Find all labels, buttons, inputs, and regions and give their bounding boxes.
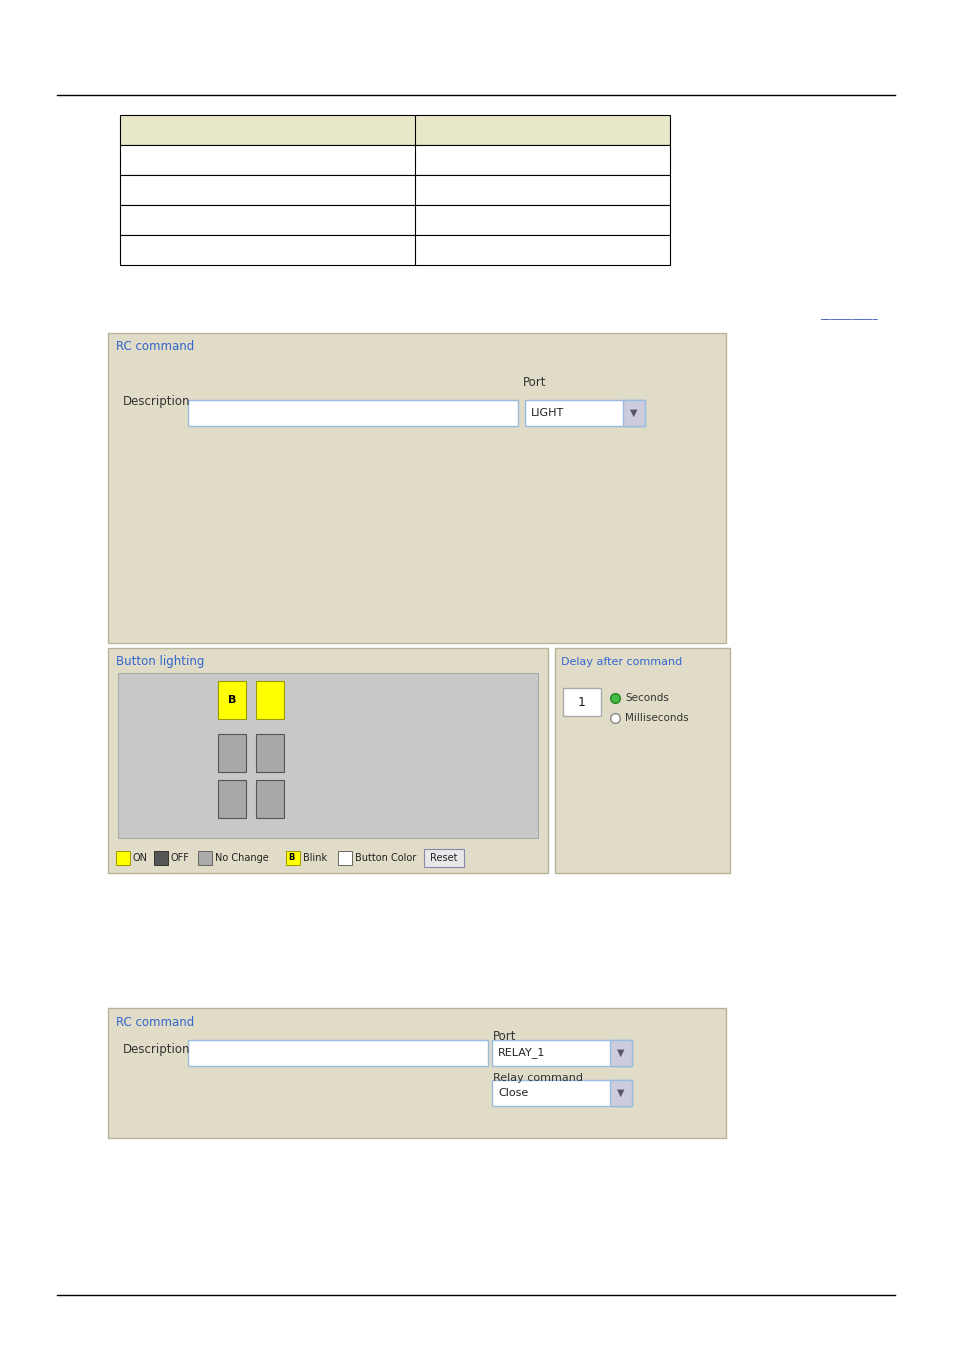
Text: Milliseconds: Milliseconds <box>624 714 688 723</box>
Text: B: B <box>288 853 294 862</box>
FancyBboxPatch shape <box>255 681 284 719</box>
Text: ▼: ▼ <box>617 1089 624 1098</box>
Text: No Change: No Change <box>214 853 269 862</box>
Text: Blink: Blink <box>303 853 327 862</box>
Text: Description: Description <box>123 394 191 408</box>
FancyBboxPatch shape <box>108 1007 725 1137</box>
FancyBboxPatch shape <box>218 780 246 818</box>
FancyBboxPatch shape <box>120 115 669 145</box>
FancyBboxPatch shape <box>337 852 352 865</box>
FancyBboxPatch shape <box>218 734 246 772</box>
FancyBboxPatch shape <box>198 852 212 865</box>
FancyBboxPatch shape <box>492 1080 631 1106</box>
Text: ___________: ___________ <box>820 310 877 320</box>
FancyBboxPatch shape <box>555 649 729 873</box>
FancyBboxPatch shape <box>108 333 725 643</box>
FancyBboxPatch shape <box>120 175 669 204</box>
Text: RELAY_1: RELAY_1 <box>497 1048 545 1059</box>
Text: ▼: ▼ <box>630 408 638 418</box>
Text: Close: Close <box>497 1089 528 1098</box>
Text: Reset: Reset <box>430 853 457 862</box>
Text: B: B <box>228 695 236 705</box>
Text: Seconds: Seconds <box>624 693 668 703</box>
Text: LIGHT: LIGHT <box>531 408 563 418</box>
Text: Port: Port <box>493 1029 516 1043</box>
FancyBboxPatch shape <box>218 681 246 719</box>
Text: ▼: ▼ <box>617 1048 624 1057</box>
FancyBboxPatch shape <box>108 649 547 873</box>
FancyBboxPatch shape <box>120 236 669 265</box>
FancyBboxPatch shape <box>423 849 463 867</box>
FancyBboxPatch shape <box>492 1040 631 1066</box>
Text: 1: 1 <box>578 696 585 708</box>
FancyBboxPatch shape <box>622 399 644 427</box>
FancyBboxPatch shape <box>562 688 600 716</box>
FancyBboxPatch shape <box>118 673 537 838</box>
Text: Port: Port <box>522 376 546 390</box>
FancyBboxPatch shape <box>255 780 284 818</box>
FancyBboxPatch shape <box>609 1080 631 1106</box>
FancyBboxPatch shape <box>153 852 168 865</box>
Text: Button Color: Button Color <box>355 853 416 862</box>
FancyBboxPatch shape <box>116 852 130 865</box>
FancyBboxPatch shape <box>286 852 299 865</box>
FancyBboxPatch shape <box>524 399 644 427</box>
Text: Description: Description <box>123 1044 191 1056</box>
Text: Button lighting: Button lighting <box>116 655 204 669</box>
FancyBboxPatch shape <box>188 399 517 427</box>
Text: RC command: RC command <box>116 1016 194 1029</box>
Text: Delay after command: Delay after command <box>560 657 681 668</box>
FancyBboxPatch shape <box>609 1040 631 1066</box>
Text: ON: ON <box>132 853 148 862</box>
FancyBboxPatch shape <box>120 145 669 175</box>
FancyBboxPatch shape <box>188 1040 488 1066</box>
Text: OFF: OFF <box>171 853 190 862</box>
FancyBboxPatch shape <box>255 734 284 772</box>
FancyBboxPatch shape <box>120 204 669 236</box>
Text: Relay command: Relay command <box>493 1072 582 1083</box>
Text: RC command: RC command <box>116 340 194 353</box>
